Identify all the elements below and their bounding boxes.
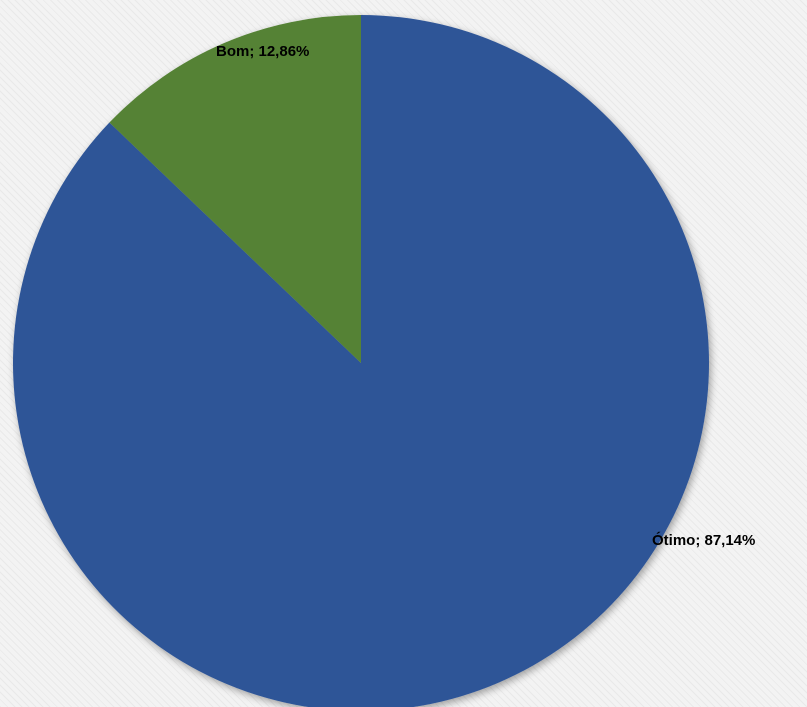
data-label-otimo: Ótimo; 87,14% [652, 531, 755, 549]
pie-slice-bom [109, 15, 361, 363]
pie-data-labels: Ótimo; 87,14% Bom; 12,86% [216, 43, 755, 549]
pie-slice-otimo [13, 15, 709, 707]
pie-slices [13, 15, 709, 707]
data-label-bom: Bom; 12,86% [216, 43, 309, 60]
